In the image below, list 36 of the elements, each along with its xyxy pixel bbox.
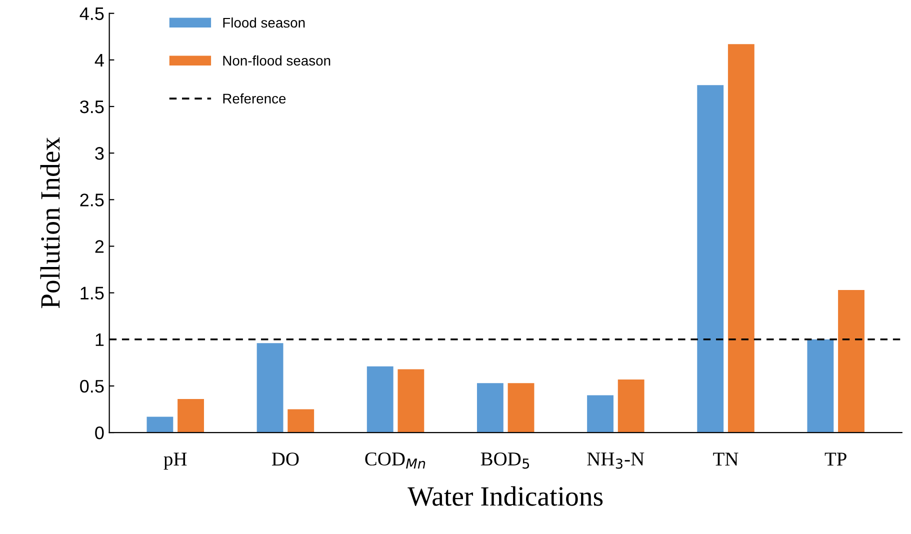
y-axis-title: Pollution Index [40, 137, 60, 308]
y-tick-label: 1.5 [80, 286, 104, 300]
y-tick-label: 1 [96, 334, 104, 346]
y-tick-label: 4 [94, 54, 104, 66]
x-tick-label: NH$_{3}$-N [587, 452, 644, 469]
x-tick-label: COD$_{Mn}$ [365, 452, 426, 469]
bar [366, 366, 394, 433]
y-tick-label: 0 [95, 426, 104, 440]
bar [697, 85, 724, 433]
x-tick-label: DO [272, 452, 299, 466]
x-tick-label: BOD$_{5}$ [480, 452, 530, 469]
bar [288, 409, 314, 433]
legend-label: Flood season [223, 17, 305, 28]
bar [807, 339, 834, 433]
x-tick-label: TP [824, 452, 846, 466]
bar [256, 343, 284, 433]
bar [728, 44, 754, 433]
x-tick-label: pH [164, 452, 187, 470]
y-tick-label: 2.5 [80, 194, 104, 206]
bar [838, 290, 864, 433]
y-tick-label: 3 [95, 147, 104, 160]
y-tick-label: 0.5 [80, 380, 104, 393]
legend-label: Reference [223, 93, 286, 104]
bar [508, 383, 534, 433]
y-tick-label: 4.5 [80, 7, 104, 20]
bar [587, 395, 614, 433]
bar [476, 383, 504, 433]
bar [178, 399, 204, 433]
y-tick-label: 2 [95, 240, 104, 253]
bar [146, 416, 174, 433]
x-tick-label: TN [713, 452, 738, 466]
x-axis-title: Water Indications [408, 486, 603, 506]
y-tick-label: 3.5 [80, 100, 104, 114]
bar [398, 369, 424, 433]
legend-label: Non-flood season [223, 55, 330, 66]
bar [618, 379, 644, 433]
